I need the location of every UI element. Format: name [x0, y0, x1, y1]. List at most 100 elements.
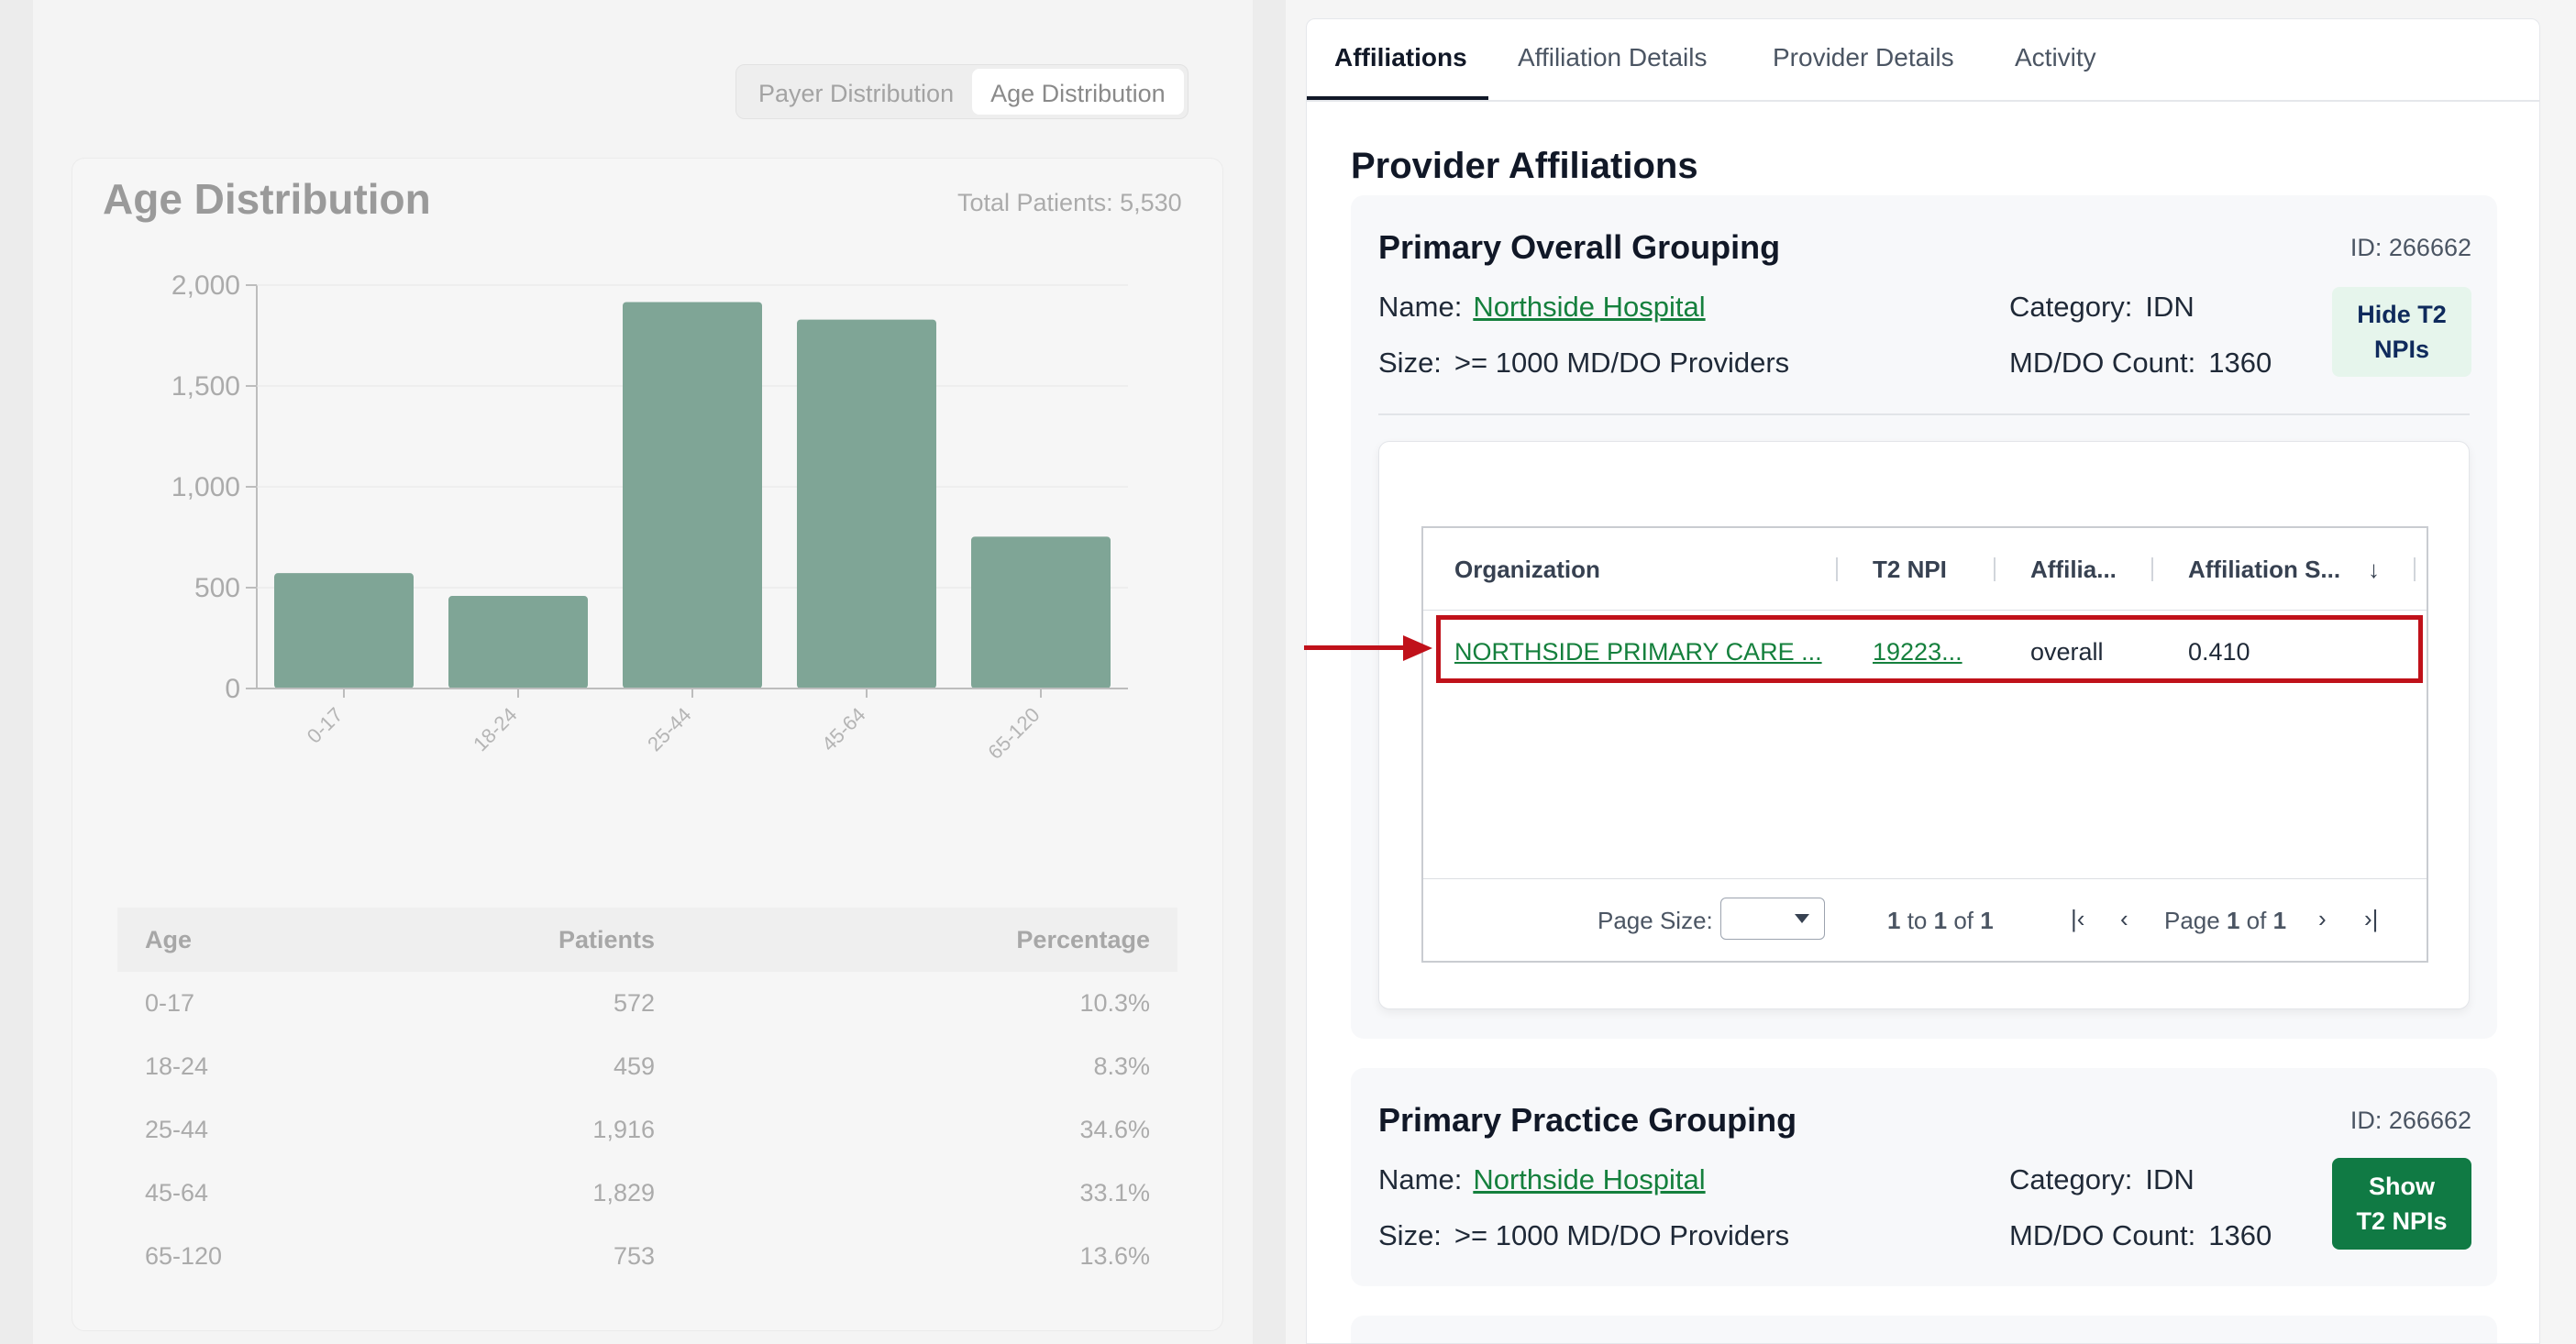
count-value: 1360 — [2208, 1219, 2272, 1251]
group-category-line: Category: IDN — [2009, 1163, 2195, 1196]
category-label: Category: — [2009, 291, 2133, 323]
y-tick-label: 2,000 — [171, 270, 240, 301]
section-title: Provider Affiliations — [1351, 146, 1698, 186]
col-separator[interactable] — [2151, 557, 2153, 581]
range-of: of — [1953, 907, 1974, 934]
age-table: Age Patients Percentage 0-17 572 10.3% 1… — [117, 908, 1177, 1288]
size-value: >= 1000 MD/DO Providers — [1454, 1219, 1790, 1251]
cell-age: 0-17 — [145, 989, 195, 1017]
col-separator[interactable] — [2414, 557, 2416, 581]
group-name-link[interactable]: Northside Hospital — [1473, 1163, 1706, 1195]
toggle-payer-distribution[interactable]: Payer Distribution — [758, 80, 955, 107]
group-id: ID: 266662 — [2349, 234, 2471, 261]
cell-patients: 572 — [613, 989, 655, 1017]
row-range: 1 to 1 of 1 — [1887, 907, 1994, 935]
x-tick-label: 45-64 — [817, 703, 869, 755]
page-indicator: Page 1 of 1 — [2164, 907, 2286, 935]
page-size-select[interactable] — [1720, 898, 1825, 940]
range-end: 1 — [1933, 907, 1948, 934]
size-value: >= 1000 MD/DO Providers — [1454, 347, 1790, 379]
tab-activity[interactable]: Activity — [2015, 43, 2096, 72]
annotation-arrow-line — [1304, 645, 1405, 650]
group-title: Primary Practice Grouping — [1378, 1101, 1797, 1139]
toggle-age-distribution[interactable]: Age Distribution — [972, 69, 1184, 115]
divider — [1378, 413, 2470, 415]
cell-age: 25-44 — [145, 1116, 209, 1143]
bar-18-24 — [448, 596, 588, 689]
category-value: IDN — [2145, 291, 2195, 323]
cell-age: 45-64 — [145, 1179, 209, 1206]
tab-affiliations[interactable]: Affiliations — [1334, 43, 1467, 72]
table-row: 25-44 1,916 34.6% — [117, 1098, 1177, 1162]
group-count-line: MD/DO Count: 1360 — [2009, 347, 2272, 380]
affiliation-value: overall — [2030, 638, 2104, 666]
header-patients: Patients — [558, 925, 655, 953]
col-affiliation[interactable]: Affilia... — [2030, 556, 2117, 583]
sort-descending-icon[interactable]: ↓ — [2368, 556, 2380, 583]
range-to: to — [1907, 907, 1928, 934]
t2-npi-grid-card: Organization T2 NPI Affilia... Affiliati… — [1378, 441, 2470, 1009]
table-row: 65-120 753 13.6% — [117, 1225, 1177, 1288]
col-separator[interactable] — [1994, 557, 1996, 581]
previous-page-icon[interactable]: ‹ — [2120, 905, 2128, 932]
group-category-line: Category: IDN — [2009, 291, 2195, 324]
group-name-line: Name: Northside Hospital — [1378, 291, 1706, 324]
table-row: 45-64 1,829 33.1% — [117, 1162, 1177, 1225]
bar-45-64 — [797, 319, 936, 689]
group-size-line: Size: >= 1000 MD/DO Providers — [1378, 1219, 1789, 1252]
y-tick-label: 1,000 — [171, 472, 240, 502]
t2-npi-link[interactable]: 19223... — [1873, 638, 1962, 666]
active-tab-indicator — [1307, 96, 1488, 100]
affiliation-score-value: 0.410 — [2188, 638, 2250, 666]
page-label: Page — [2164, 907, 2220, 934]
cell-patients: 1,829 — [592, 1179, 655, 1206]
age-bar-chart: 0 500 1,000 1,500 2,000 0-17 18-24 25-44 45-64 6… — [171, 270, 1128, 764]
table-row[interactable]: NORTHSIDE PRIMARY CARE ... 19223... over… — [1423, 611, 2427, 689]
page-of: of — [2246, 907, 2267, 934]
age-distribution-title: Age Distribution — [103, 175, 431, 223]
page-total: 1 — [2272, 907, 2287, 934]
group-name-link[interactable]: Northside Hospital — [1473, 291, 1706, 323]
grid-pagination: Page Size: 1 to 1 of 1 |‹ ‹ Page — [1423, 878, 2427, 961]
range-start: 1 — [1887, 907, 1901, 934]
col-separator[interactable] — [1836, 557, 1838, 581]
cell-patients: 1,916 — [592, 1116, 655, 1143]
cell-percentage: 13.6% — [1079, 1242, 1150, 1270]
tab-provider-details[interactable]: Provider Details — [1773, 43, 1954, 72]
x-tick-label: 0-17 — [303, 703, 348, 748]
count-label: MD/DO Count: — [2009, 1219, 2196, 1251]
y-tick-label: 1,500 — [171, 371, 240, 402]
provider-side-panel: Affiliations Affiliation Details Provide… — [1286, 0, 2576, 1344]
bar-65-120 — [971, 536, 1111, 689]
bars — [274, 302, 1111, 689]
first-page-icon[interactable]: |‹ — [2071, 905, 2085, 932]
cell-age: 18-24 — [145, 1052, 209, 1080]
col-affiliation-score[interactable]: Affiliation S... — [2188, 556, 2341, 583]
background-dashboard: Payer Distribution Age Distribution Age … — [0, 0, 1286, 1344]
cell-percentage: 34.6% — [1079, 1116, 1150, 1143]
page-size-label: Page Size: — [1598, 907, 1713, 934]
show-t2-npis-button[interactable]: Show T2 NPIs — [2332, 1158, 2471, 1250]
group-id: ID: 266662 — [2349, 1107, 2471, 1134]
last-page-icon[interactable]: ›| — [2364, 905, 2379, 932]
category-value: IDN — [2145, 1163, 2195, 1195]
header-age: Age — [145, 925, 193, 953]
next-page-icon[interactable]: › — [2318, 905, 2327, 932]
cell-age: 65-120 — [145, 1242, 223, 1270]
col-t2-npi[interactable]: T2 NPI — [1873, 556, 1947, 583]
group-name-line: Name: Northside Hospital — [1378, 1163, 1706, 1196]
name-label: Name: — [1378, 291, 1463, 323]
category-label: Category: — [2009, 1163, 2133, 1195]
x-axis: 0-17 18-24 25-44 45-64 65-120 — [257, 688, 1128, 764]
tab-affiliation-details[interactable]: Affiliation Details — [1518, 43, 1708, 72]
button-line: Hide T2 — [2357, 301, 2447, 328]
col-organization[interactable]: Organization — [1454, 556, 1600, 583]
size-label: Size: — [1378, 1219, 1442, 1251]
group-count-line: MD/DO Count: 1360 — [2009, 1219, 2272, 1252]
distribution-toggle: Payer Distribution Age Distribution — [735, 64, 1188, 119]
total-patients: Total Patients: 5,530 — [957, 189, 1182, 216]
organization-link[interactable]: NORTHSIDE PRIMARY CARE ... — [1454, 638, 1822, 666]
hide-t2-npis-button[interactable]: Hide T2 NPIs — [2332, 287, 2471, 377]
bar-25-44 — [623, 302, 762, 689]
tab-bar: Affiliations Affiliation Details Provide… — [1307, 19, 2539, 102]
